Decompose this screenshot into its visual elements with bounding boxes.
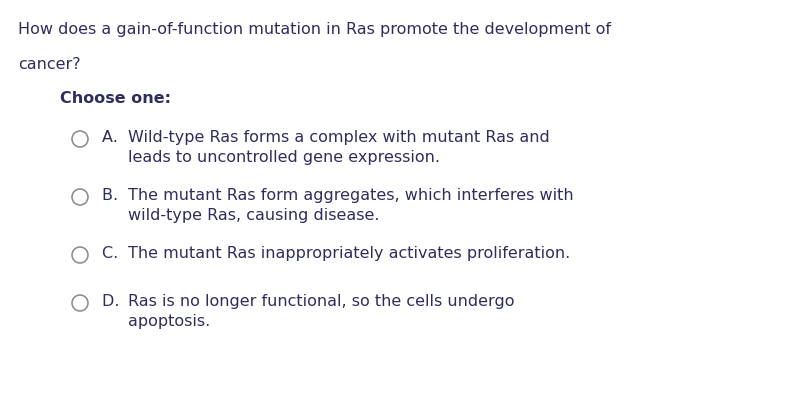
Text: cancer?: cancer?	[18, 57, 80, 72]
Text: wild-type Ras, causing disease.: wild-type Ras, causing disease.	[128, 208, 379, 223]
Text: Choose one:: Choose one:	[60, 91, 171, 106]
Text: apoptosis.: apoptosis.	[128, 314, 210, 329]
Text: Wild-type Ras forms a complex with mutant Ras and: Wild-type Ras forms a complex with mutan…	[128, 130, 550, 145]
Text: Ras is no longer functional, so the cells undergo: Ras is no longer functional, so the cell…	[128, 294, 514, 309]
Text: How does a gain-of-function mutation in Ras promote the development of: How does a gain-of-function mutation in …	[18, 22, 611, 37]
Text: leads to uncontrolled gene expression.: leads to uncontrolled gene expression.	[128, 150, 440, 165]
Text: D.: D.	[102, 294, 125, 309]
Text: B.: B.	[102, 188, 128, 203]
Text: The mutant Ras form aggregates, which interferes with: The mutant Ras form aggregates, which in…	[128, 188, 574, 203]
Text: The mutant Ras inappropriately activates proliferation.: The mutant Ras inappropriately activates…	[128, 246, 570, 261]
Text: C.: C.	[102, 246, 129, 261]
Text: A.: A.	[102, 130, 128, 145]
